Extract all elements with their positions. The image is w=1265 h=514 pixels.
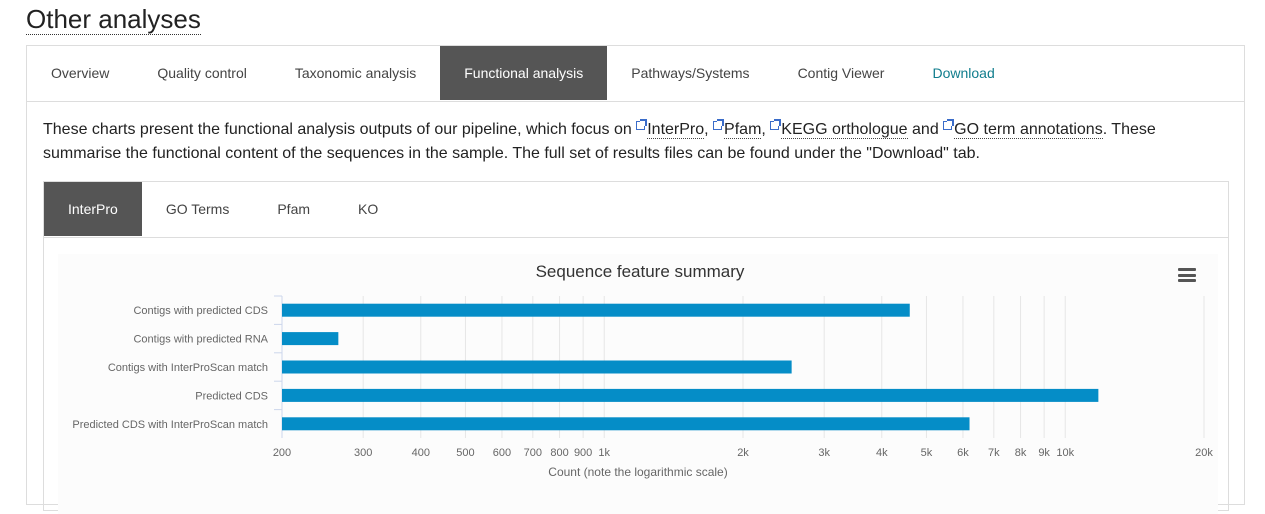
chart-panel: InterPro GO Terms Pfam KO Sequence featu… xyxy=(43,181,1229,514)
intro-paragraph: These charts present the functional anal… xyxy=(43,118,1193,166)
go-term-link[interactable]: GO term annotations xyxy=(954,121,1103,139)
x-tick-label: 4k xyxy=(876,447,888,459)
x-tick-label: 10k xyxy=(1056,447,1074,459)
chart-menu-icon[interactable] xyxy=(1178,268,1196,282)
y-category-label: Contigs with predicted CDS xyxy=(133,305,268,317)
bar xyxy=(282,388,1099,402)
chart-title: Sequence feature summary xyxy=(536,262,745,281)
x-tick-label: 9k xyxy=(1038,447,1050,459)
subtab-ko[interactable]: KO xyxy=(358,201,379,217)
external-link-icon xyxy=(713,119,725,130)
subtab-go-terms[interactable]: GO Terms xyxy=(165,201,230,217)
subtab-pfam[interactable]: Pfam xyxy=(277,201,311,217)
separator: , xyxy=(704,121,714,138)
intro-text-end: . These summarise the functional content… xyxy=(43,121,1156,162)
tab-functional-analysis[interactable]: Functional analysis xyxy=(440,46,608,100)
sequence-feature-chart: Sequence feature summary 200 300 400 500 600 7… xyxy=(58,254,1218,514)
y-category-label: Contigs with predicted RNA xyxy=(133,334,268,346)
x-tick-label: 200 xyxy=(273,447,291,459)
external-link-icon xyxy=(770,119,782,130)
kegg-orthologue-link[interactable]: KEGG orthologue xyxy=(781,121,908,139)
sub-tab-bar: InterPro GO Terms Pfam KO xyxy=(44,182,1228,238)
x-tick-label: 20k xyxy=(1195,447,1213,459)
page-title: Other analyses xyxy=(26,4,201,35)
chart-svg: Sequence feature summary 200 300 400 500 600 7… xyxy=(72,262,1213,479)
tab-overview[interactable]: Overview xyxy=(51,65,110,81)
intro-text: These charts present the functional anal… xyxy=(43,121,637,138)
tab-quality-control[interactable]: Quality control xyxy=(157,65,247,81)
x-tick-label: 400 xyxy=(412,447,430,459)
bar xyxy=(282,303,910,317)
x-tick-label: 900 xyxy=(574,447,592,459)
bar xyxy=(282,360,792,374)
x-tick-label: 8k xyxy=(1015,447,1027,459)
y-category-label: Predicted CDS xyxy=(195,390,268,402)
y-category-label: Predicted CDS with InterProScan match xyxy=(72,419,268,431)
conjunction: and xyxy=(907,121,944,138)
x-tick-label: 2k xyxy=(737,447,749,459)
bar xyxy=(282,332,339,346)
tab-download[interactable]: Download xyxy=(932,65,995,81)
x-axis-label: Count (note the logarithmic scale) xyxy=(548,465,727,479)
x-tick-label: 800 xyxy=(550,447,568,459)
x-tick-label: 7k xyxy=(988,447,1000,459)
x-tick-label: 300 xyxy=(354,447,372,459)
analysis-panel: Overview Quality control Taxonomic analy… xyxy=(26,45,1245,514)
x-tick-label: 5k xyxy=(921,447,933,459)
x-tick-label: 500 xyxy=(456,447,474,459)
x-tick-label: 600 xyxy=(493,447,511,459)
interpro-link[interactable]: InterPro xyxy=(647,121,705,139)
x-tick-label: 3k xyxy=(818,447,830,459)
x-tick-label: 6k xyxy=(957,447,969,459)
y-category-label: Contigs with InterProScan match xyxy=(108,362,268,374)
bar xyxy=(282,417,970,431)
subtab-interpro[interactable]: InterPro xyxy=(44,182,142,236)
x-tick-label: 700 xyxy=(524,447,542,459)
tab-contig-viewer[interactable]: Contig Viewer xyxy=(797,65,885,81)
main-tab-bar: Overview Quality control Taxonomic analy… xyxy=(27,46,1244,102)
separator: , xyxy=(761,121,771,138)
external-link-icon xyxy=(636,119,648,130)
tab-pathways-systems[interactable]: Pathways/Systems xyxy=(631,65,750,81)
external-link-icon xyxy=(943,119,955,130)
tab-taxonomic-analysis[interactable]: Taxonomic analysis xyxy=(294,65,417,81)
x-tick-label: 1k xyxy=(598,447,610,459)
pfam-link[interactable]: Pfam xyxy=(724,121,762,139)
